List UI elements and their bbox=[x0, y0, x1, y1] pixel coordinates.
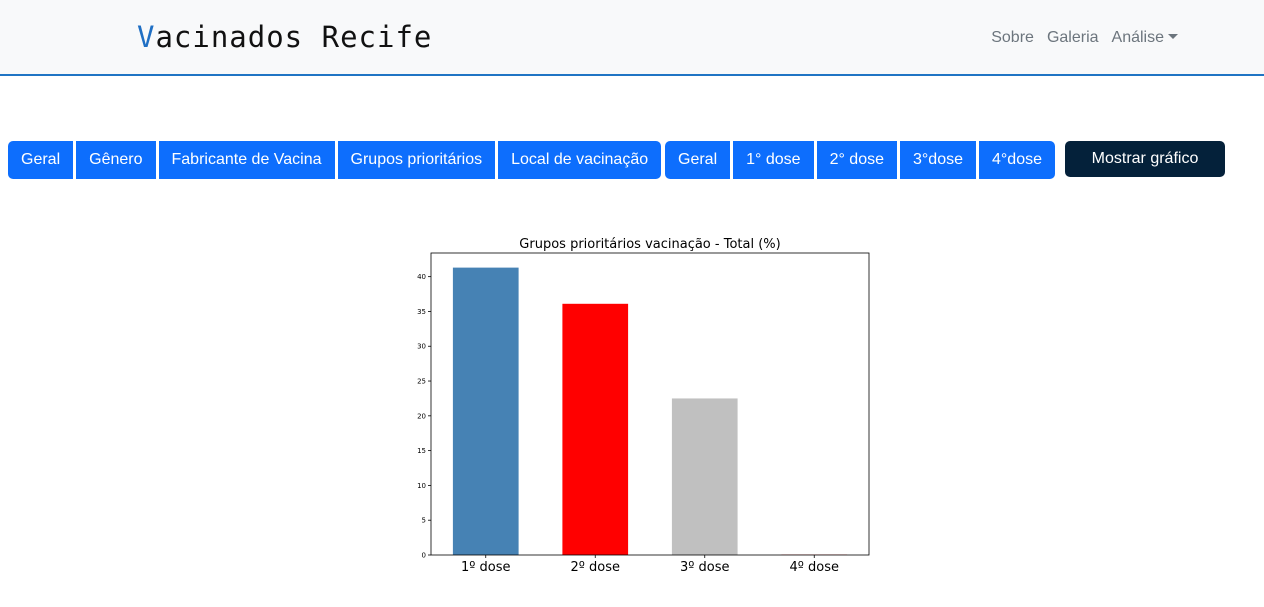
dose-button-group: Geral 1° dose 2° dose 3°dose 4°dose bbox=[665, 141, 1055, 179]
bar-chart: Grupos prioritários vacinação - Total (%… bbox=[417, 237, 870, 575]
chart-title: Grupos prioritários vacinação - Total (%… bbox=[519, 237, 780, 252]
dose-1-button[interactable]: 1° dose bbox=[733, 141, 814, 179]
nav-dropdown-label: Análise bbox=[1111, 29, 1164, 46]
y-tick-label: 40 bbox=[417, 273, 426, 281]
y-tick-label: 20 bbox=[417, 412, 426, 420]
show-chart-button[interactable]: Mostrar gráfico bbox=[1065, 141, 1225, 177]
x-tick-label: 2º dose bbox=[570, 560, 620, 575]
y-tick-label: 5 bbox=[422, 517, 426, 525]
category-button-group: Geral Gênero Fabricante de Vacina Grupos… bbox=[8, 141, 662, 179]
brand-first-letter: V bbox=[137, 20, 156, 54]
nav-link-galeria[interactable]: Galeria bbox=[1046, 29, 1099, 46]
caret-down-icon bbox=[1168, 34, 1178, 39]
category-geral-button[interactable]: Geral bbox=[8, 141, 74, 179]
y-tick-label: 15 bbox=[417, 447, 426, 455]
category-genero-button[interactable]: Gênero bbox=[76, 141, 156, 179]
bar-2 bbox=[562, 303, 629, 555]
plot-frame bbox=[430, 252, 870, 556]
nav-link-sobre[interactable]: Sobre bbox=[991, 29, 1034, 46]
category-local-button[interactable]: Local de vacinação bbox=[498, 141, 662, 179]
nav-links: Sobre Galeria Análise bbox=[991, 26, 1178, 50]
y-tick-label: 30 bbox=[417, 343, 426, 351]
category-fabricante-button[interactable]: Fabricante de Vacina bbox=[158, 141, 335, 179]
dose-geral-button[interactable]: Geral bbox=[665, 141, 731, 179]
y-tick-label: 0 bbox=[422, 552, 426, 560]
category-grupos-button[interactable]: Grupos prioritários bbox=[337, 141, 496, 179]
x-tick-label: 3º dose bbox=[680, 560, 730, 575]
bar-3 bbox=[671, 398, 738, 555]
nav-dropdown-analise[interactable]: Análise bbox=[1112, 29, 1178, 47]
x-tick-label: 4º dose bbox=[789, 560, 839, 575]
brand-name: acinados Recife bbox=[155, 20, 433, 54]
dose-4-button[interactable]: 4°dose bbox=[979, 141, 1055, 179]
dose-2-button[interactable]: 2° dose bbox=[816, 141, 897, 179]
navbar: Vacinados Recife Sobre Galeria Análise bbox=[0, 0, 1264, 76]
dose-3-button[interactable]: 3°dose bbox=[900, 141, 976, 179]
y-tick-label: 35 bbox=[417, 308, 426, 316]
y-tick-label: 10 bbox=[417, 482, 426, 490]
y-tick-label: 25 bbox=[417, 378, 426, 386]
bar-1 bbox=[452, 267, 519, 555]
brand-logo[interactable]: Vacinados Recife bbox=[137, 17, 432, 57]
x-tick-label: 1º dose bbox=[461, 560, 511, 575]
